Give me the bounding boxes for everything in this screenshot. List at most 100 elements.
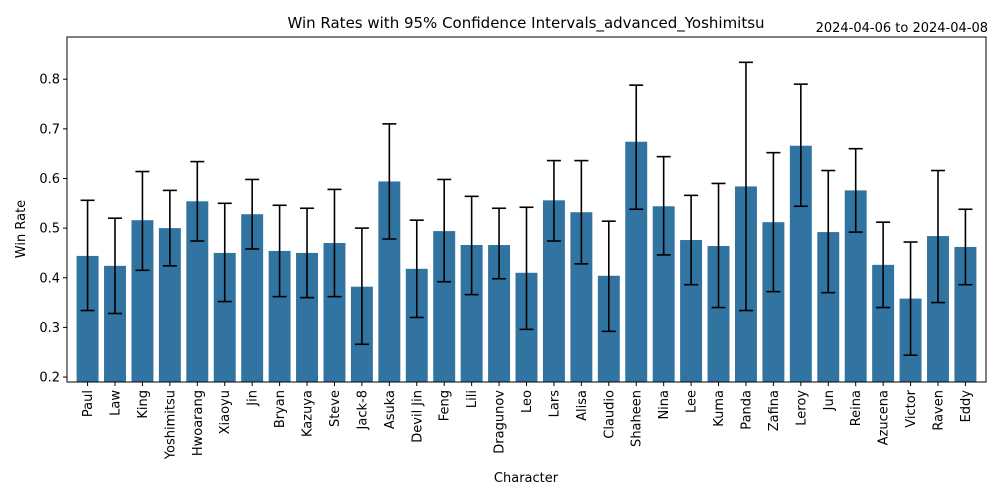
bar-feng	[433, 231, 456, 382]
error-bar	[930, 169, 945, 304]
error-bar	[80, 199, 95, 312]
x-tick-label: Jin	[246, 390, 261, 407]
y-tick-label: 0.2	[39, 371, 60, 386]
x-tick-label: Yoshimitsu	[163, 390, 178, 460]
plot-frame	[66, 36, 987, 383]
x-tick-label: Leroy	[794, 390, 809, 426]
bar-hwoarang	[186, 201, 209, 382]
x-tick-label: King	[136, 390, 151, 419]
bar-kazuya	[296, 252, 319, 382]
bar-steve	[323, 243, 346, 382]
x-tick-label: Nina	[657, 390, 672, 420]
x-tick-label: Lili	[465, 390, 480, 408]
x-tick-label: Kazuya	[301, 390, 316, 437]
error-bar	[958, 208, 973, 286]
x-tick-label: Claudio	[602, 390, 617, 439]
error-bar	[217, 202, 232, 303]
error-bar	[382, 123, 397, 240]
error-bar	[135, 170, 150, 272]
error-bar	[738, 61, 753, 312]
error-bars-group	[80, 61, 973, 356]
error-bar	[354, 227, 369, 346]
bar-xiaoyu	[213, 252, 236, 382]
x-tick-label: Paul	[81, 390, 96, 417]
x-tick-label: Law	[109, 390, 124, 416]
x-tick-label: Xiaoyu	[218, 390, 233, 434]
bar-raven	[927, 236, 949, 382]
error-bar	[409, 219, 424, 319]
bar-paul	[76, 255, 99, 382]
y-tick-label: 0.8	[39, 73, 60, 88]
bar-lars	[542, 200, 565, 382]
error-bar	[903, 241, 918, 356]
error-bar	[793, 83, 808, 208]
x-tick-label: Dragunov	[493, 390, 508, 454]
x-tick-label: Kuma	[712, 390, 727, 427]
bar-king	[131, 220, 154, 382]
bar-kuma	[707, 245, 730, 382]
x-tick-label: Lars	[547, 390, 562, 418]
error-bar	[437, 178, 452, 283]
x-tick-label: Shaheen	[630, 390, 645, 447]
bar-jin	[241, 214, 264, 382]
y-tick-label: 0.7	[39, 122, 60, 137]
x-tick-label: Lee	[685, 390, 700, 413]
y-axis: 0.2 0.3 0.4 0.5 0.6 0.7 0.8	[39, 73, 67, 386]
y-tick-label: 0.6	[39, 172, 60, 187]
bar-azucena	[872, 264, 895, 382]
y-tick-label: 0.4	[39, 271, 60, 286]
error-bar	[546, 159, 561, 242]
x-tick-label: Jun	[822, 390, 837, 411]
error-bar	[601, 220, 616, 333]
bar-zafina	[762, 222, 785, 382]
bar-devil-jin	[405, 268, 428, 382]
error-bar	[876, 221, 891, 309]
bar-alisa	[570, 212, 593, 382]
bar-jun	[817, 232, 840, 382]
error-bar	[190, 160, 205, 242]
error-bar	[519, 206, 534, 331]
bar-leroy	[789, 145, 812, 382]
bar-reina	[844, 190, 867, 382]
error-bar	[684, 194, 699, 286]
x-tick-label: Raven	[931, 390, 946, 431]
x-tick-label: Hwoarang	[191, 390, 206, 456]
bar-asuka	[378, 181, 401, 382]
x-axis-label: Character	[494, 471, 559, 486]
error-bar	[711, 182, 726, 309]
error-bar	[162, 189, 177, 267]
bars-group	[76, 141, 977, 382]
error-bar	[327, 188, 342, 298]
error-bar	[656, 155, 671, 256]
x-tick-label: Steve	[328, 390, 343, 427]
error-bar	[492, 207, 507, 280]
bar-eddy	[954, 246, 977, 382]
x-tick-label: Reina	[849, 390, 864, 426]
y-tick-label: 0.5	[39, 222, 60, 237]
x-tick-label: Devil Jin	[410, 390, 425, 443]
x-tick-label: Panda	[739, 390, 754, 430]
x-tick-label: Victor	[904, 389, 919, 427]
x-tick-label: Feng	[438, 390, 453, 421]
x-tick-label: Azucena	[877, 390, 892, 445]
chart-title: Win Rates with 95% Confidence Intervals_…	[287, 14, 764, 33]
bar-law	[104, 265, 126, 382]
error-bar	[821, 169, 836, 294]
bar-lili	[460, 244, 483, 382]
bar-bryan	[268, 250, 291, 382]
error-bar	[300, 207, 315, 299]
error-bar	[108, 217, 123, 315]
x-tick-label: Zafina	[767, 390, 782, 431]
error-bar	[272, 204, 287, 298]
x-tick-label: Leo	[520, 390, 535, 413]
error-bar	[848, 147, 863, 233]
error-bar	[245, 178, 260, 250]
bar-nina	[652, 206, 675, 382]
chart-subtitle: 2024-04-06 to 2024-04-08	[816, 21, 988, 36]
error-bar	[629, 84, 644, 211]
x-tick-label: Asuka	[383, 390, 398, 429]
x-axis: Paul Law King Yoshimitsu Hwoarang Xiaoyu Jin Br…	[81, 382, 974, 460]
error-bar	[464, 195, 479, 296]
y-axis-label: Win Rate	[14, 200, 29, 258]
